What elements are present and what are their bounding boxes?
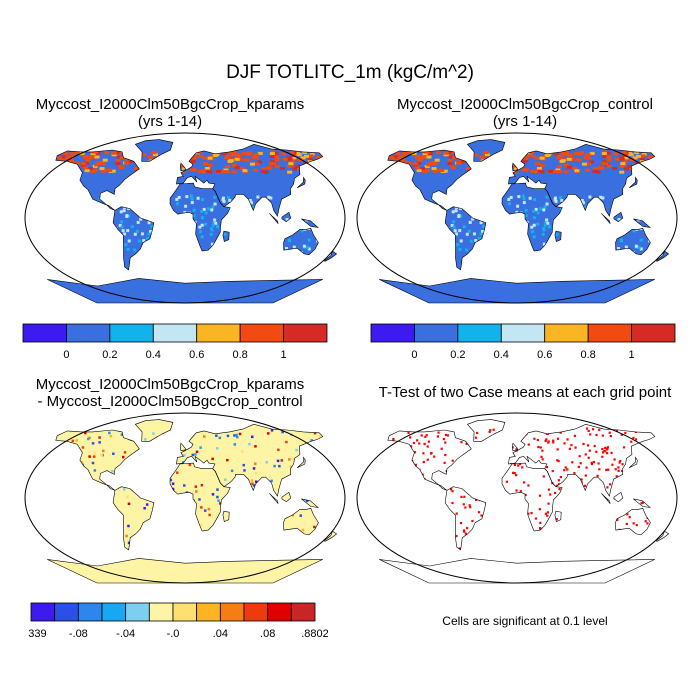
colorbar-label: 1 (629, 349, 635, 361)
colorbar-box (370, 323, 415, 343)
colorbar-box (239, 323, 284, 343)
map-ttest-content (356, 412, 678, 584)
figure-title: DJF TOTLITC_1m (kgC/m^2) (226, 62, 474, 83)
colorbar-label: 0.4 (494, 349, 509, 361)
colorbar-box (172, 602, 198, 622)
colorbar-label: 0.2 (102, 349, 117, 361)
colorbar-box (77, 602, 103, 622)
colorbar-box (22, 323, 67, 343)
map-kparams (24, 132, 346, 304)
colorbar-label: 0.2 (450, 349, 465, 361)
colorbar-box (500, 323, 546, 343)
colorbar-box (219, 602, 245, 622)
panel-title-difference: Myccost_I2000Clm50BgcCrop_kparams - Mycc… (5, 376, 335, 410)
colorbar-box (243, 602, 269, 622)
panel-title-control-line2: (yrs 1-14) (492, 113, 558, 130)
colorbar-label: 0.4 (146, 349, 161, 361)
map-ttest (356, 412, 678, 584)
panel-title-control: Myccost_I2000Clm50BgcCrop_control (yrs 1… (355, 96, 695, 130)
panel-title-difference-line2: - Myccost_I2000Clm50BgcCrop_control (37, 393, 303, 410)
colorbar-label: .08 (260, 628, 275, 640)
colorbar-box (414, 323, 459, 343)
colorbar-box (152, 323, 198, 343)
colorbar-label: -.0 (167, 628, 180, 640)
colorbar-control-boxes: 0 0.2 0.4 0.6 0.8 1 (370, 323, 676, 361)
colorbar-label: .04 (213, 628, 228, 640)
colorbar-label: 0 (411, 349, 417, 361)
colorbar-box (196, 602, 221, 622)
colorbar-label: -.7339 (28, 628, 47, 640)
panel-title-kparams: Myccost_I2000Clm50BgcCrop_kparams (yrs 1… (5, 96, 335, 130)
significance-note: Cells are significant at 0.1 level (442, 614, 608, 628)
colorbar-box (196, 323, 241, 343)
colorbar-box (66, 323, 111, 343)
map-control (356, 132, 678, 304)
colorbar-kparams: 0 0.2 0.4 0.6 0.8 1 (22, 323, 328, 361)
colorbar-box (54, 602, 79, 622)
colorbar-label: 0 (63, 349, 69, 361)
map-difference-content (24, 412, 346, 584)
colorbar-box (457, 323, 502, 343)
colorbar-box (101, 602, 127, 622)
colorbar-label: 0.6 (189, 349, 204, 361)
colorbar-difference: -.7339 -.08 -.04 -.0 .04 .08 .8802 (28, 602, 328, 640)
colorbar-label: 0.8 (580, 349, 595, 361)
map-difference (24, 412, 346, 584)
colorbar-box (283, 323, 328, 343)
colorbar-label: -.08 (69, 628, 88, 640)
colorbar-label: 1 (281, 349, 287, 361)
colorbar-box (30, 602, 56, 622)
colorbar-box (109, 323, 154, 343)
map-control-content (356, 132, 678, 304)
colorbar-label: -.04 (116, 628, 135, 640)
colorbar-box (631, 323, 676, 343)
colorbar-box (148, 602, 174, 622)
panel-title-kparams-line2: (yrs 1-14) (137, 113, 203, 130)
colorbar-label: 0.8 (232, 349, 247, 361)
colorbar-kparams-boxes: 0 0.2 0.4 0.6 0.8 1 (22, 323, 328, 361)
map-kparams-content (24, 132, 346, 304)
colorbar-label: .8802 (301, 628, 328, 640)
panel-title-difference-line1: Myccost_I2000Clm50BgcCrop_kparams (35, 376, 305, 393)
colorbar-box (267, 602, 292, 622)
panel-title-kparams-line1: Myccost_I2000Clm50BgcCrop_kparams (35, 96, 305, 113)
colorbar-label: 0.6 (537, 349, 552, 361)
panel-title-ttest: T-Test of two Case means at each grid po… (378, 384, 672, 401)
panel-title-control-line1: Myccost_I2000Clm50BgcCrop_control (397, 96, 653, 113)
colorbar-box (544, 323, 589, 343)
colorbar-box (587, 323, 632, 343)
colorbar-box (290, 602, 316, 622)
colorbar-box (125, 602, 150, 622)
colorbar-difference-boxes: -.7339 -.08 -.04 -.0 .04 .08 .8802 (28, 602, 328, 640)
colorbar-control: 0 0.2 0.4 0.6 0.8 1 (370, 323, 676, 361)
